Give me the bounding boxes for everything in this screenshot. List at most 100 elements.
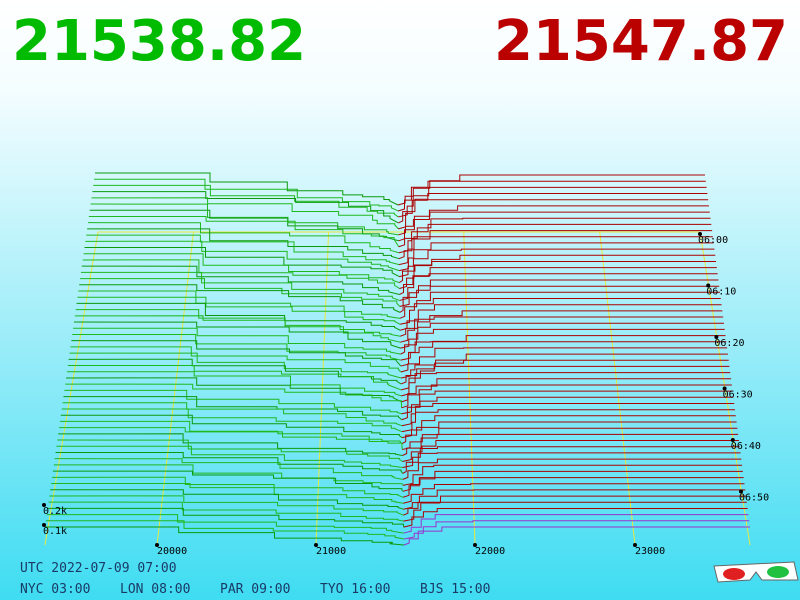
utc-time: UTC 2022-07-09 07:00 — [20, 561, 177, 576]
time-label: 06:40 — [731, 441, 761, 452]
ask-depth-line — [403, 526, 750, 546]
zone-time: NYC 03:00 — [20, 582, 90, 597]
bid-depth-line — [80, 278, 401, 307]
bid-depth-line — [54, 458, 403, 480]
bid-depth-line — [76, 302, 401, 331]
bid-depth-line — [59, 427, 403, 450]
bid-depth-line — [66, 371, 402, 397]
tick-dot — [722, 386, 727, 391]
ask-depth-line — [399, 291, 720, 319]
tick-dot — [633, 543, 637, 547]
ask-depth-line — [403, 514, 749, 534]
bid-depth-line — [61, 408, 403, 433]
bid-depth-line — [45, 520, 404, 540]
bid-depth-line — [72, 333, 401, 361]
time-label: 06:50 — [739, 493, 769, 504]
tick-dot — [42, 523, 46, 527]
ask-depth-line — [400, 316, 724, 343]
tick-dot — [155, 543, 159, 547]
bid-depth-line — [65, 383, 403, 408]
bid-depth-line — [80, 271, 400, 301]
bid-depth-line — [77, 296, 401, 325]
time-zones: NYC 03:00 LON 08:00 PAR 09:00 TYO 16:00 BJS … — [20, 582, 490, 597]
bid-depth-line — [92, 191, 399, 224]
ask-depth-line — [401, 421, 737, 445]
ask-depth-line — [401, 409, 735, 433]
ask-depth-line — [399, 273, 718, 301]
ask-depth-line — [398, 230, 713, 260]
grid-line — [156, 231, 194, 546]
bid-depth-line — [58, 433, 403, 457]
grid-line — [463, 231, 476, 546]
ask-depth-line — [402, 458, 742, 480]
ask-depth-line — [397, 180, 706, 212]
tick-dot — [42, 503, 46, 507]
bid-depth-line — [71, 340, 402, 367]
bid-depth-line — [53, 464, 404, 486]
bid-depth-line — [55, 451, 404, 474]
bid-depth-line — [66, 377, 402, 403]
bid-depth-line — [79, 284, 401, 313]
bid-depth-line — [82, 259, 400, 289]
bid-depth-line — [93, 184, 399, 218]
ask-depth-line — [402, 433, 739, 456]
ask-depth-line — [401, 415, 736, 439]
bid-depth-line — [90, 203, 399, 236]
bid-depth-line — [89, 209, 399, 242]
bid-depth-line — [86, 234, 400, 266]
ask-depth-line — [402, 477, 744, 498]
bid-depth-line — [46, 514, 404, 534]
ask-depth-line — [400, 298, 721, 325]
tick-dot — [473, 543, 477, 547]
bid-depth-line — [73, 327, 401, 355]
bid-depth-line — [94, 178, 399, 212]
ask-depth-line — [401, 396, 734, 421]
ask-depth-line — [399, 242, 714, 272]
bid-depth-line — [84, 246, 400, 278]
tick-dot — [314, 543, 318, 547]
zone-time: TYO 16:00 — [320, 582, 390, 597]
3d-glasses-icon[interactable] — [713, 561, 799, 583]
ask-depth-line — [403, 501, 747, 522]
ask-depth-line — [403, 520, 750, 540]
tick-dot — [739, 489, 743, 494]
ask-depth-line — [400, 304, 722, 331]
bid-depth-line — [45, 526, 405, 546]
ask-depth-line — [401, 365, 730, 391]
bid-depth-line — [91, 197, 399, 230]
ask-depth-line — [401, 384, 732, 409]
bid-depth-line — [56, 445, 403, 468]
ask-depth-line — [397, 174, 705, 206]
grid-line — [44, 231, 99, 546]
ask-depth-line — [402, 464, 743, 486]
bid-depth-line — [69, 352, 402, 379]
price-label: 23000 — [635, 546, 665, 557]
bid-depth-line — [74, 315, 401, 343]
tick-dot — [714, 335, 719, 339]
bid-depth-line — [57, 439, 403, 462]
time-label: 06:10 — [706, 287, 736, 298]
ask-price: 21547.87 — [494, 9, 788, 74]
ask-depth-line — [398, 211, 710, 242]
ask-depth-line — [399, 261, 717, 289]
bid-depth-line — [67, 364, 402, 391]
plot: 20000 21000 22000 23000 06:00 06:10 06:20 06:30… — [42, 172, 769, 557]
ask-depth-line — [403, 483, 745, 504]
bid-depth-line — [95, 172, 399, 206]
bid-depth-line — [83, 253, 400, 284]
ask-depth-line — [403, 489, 746, 510]
bid-depth-line — [88, 215, 400, 248]
ask-depth-line — [402, 452, 741, 474]
bid-depth-line — [87, 228, 400, 260]
ask-depth-line — [400, 335, 726, 361]
tick-dot — [730, 438, 735, 442]
ask-depth-line — [398, 223, 712, 254]
ask-depth-line — [402, 440, 739, 462]
ask-depth-line — [400, 353, 728, 379]
bid-depth-line — [48, 501, 404, 522]
ask-depth-line — [398, 199, 709, 230]
ask-depth-line — [398, 186, 707, 218]
bid-depth-line — [59, 420, 403, 444]
ask-depth-line — [399, 285, 720, 313]
